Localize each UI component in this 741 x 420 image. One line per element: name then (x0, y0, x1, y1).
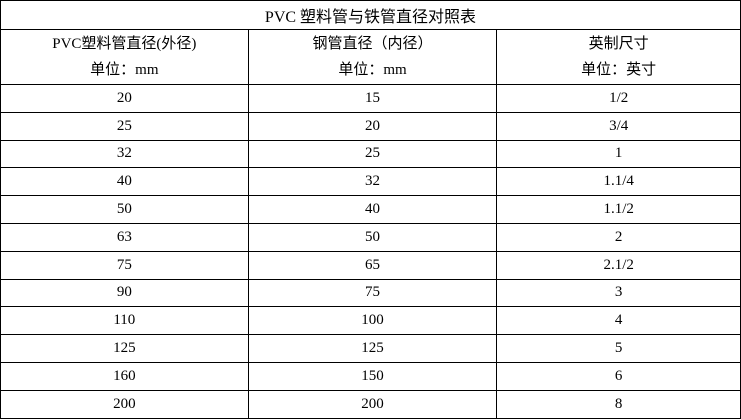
table-cell: 1.1/2 (496, 195, 741, 224)
table-cell: 6 (496, 361, 741, 391)
header-name: PVC塑料管直径(外径) (52, 36, 197, 52)
table-row: 20 15 1/2 (0, 84, 741, 113)
table-row: 40 32 1.1/4 (0, 167, 741, 197)
table-cell: 1/2 (496, 84, 741, 113)
header-name: 英制尺寸 (588, 36, 649, 52)
table-cell: 40 (247, 195, 498, 224)
table-cell: 25 (247, 139, 498, 169)
table-cell: 1.1/4 (496, 167, 741, 197)
table-cell: 2 (496, 222, 741, 252)
table-cell: 125 (247, 334, 498, 363)
table-row: 50 40 1.1/2 (0, 195, 741, 224)
table-cell: 40 (0, 167, 249, 197)
table-cell: 63 (0, 222, 249, 252)
table-cell: 3 (496, 278, 741, 308)
table-cell: 5 (496, 334, 741, 363)
header-steel: 钢管直径（内径） 单位：mm (247, 29, 498, 85)
table-row: 63 50 2 (0, 222, 741, 252)
table-cell: 20 (247, 111, 498, 141)
table-cell: 50 (247, 222, 498, 252)
table-cell: 150 (247, 361, 498, 391)
table-cell: 200 (247, 389, 498, 419)
table-cell: 65 (247, 250, 498, 280)
table-cell: 75 (247, 278, 498, 308)
header-row: PVC塑料管直径(外径) 单位：mm 钢管直径（内径） 单位：mm 英制尺寸单位：英… (0, 29, 741, 85)
table-cell: 3/4 (496, 111, 741, 141)
table-row: 125 125 5 (0, 334, 741, 363)
table-row: 160 150 6 (0, 361, 741, 391)
table-cell: 32 (0, 139, 249, 169)
table-row: 110 100 4 (0, 306, 741, 336)
table-cell: 200 (0, 389, 249, 419)
header-unit: 单位：mm (90, 62, 159, 78)
table-title: PVC 塑料管与铁管直径对照表 (0, 0, 741, 30)
table-cell: 75 (0, 250, 249, 280)
table-row: 25 20 3/4 (0, 111, 741, 141)
header-name: 钢管直径（内径） (312, 36, 433, 52)
table-cell: 4 (496, 306, 741, 336)
table-row: 75 65 2.1/2 (0, 250, 741, 280)
table-row: 200 200 8 (0, 389, 741, 419)
header-inch: 英制尺寸单位：英寸 (496, 29, 741, 85)
header-unit: 单位：mm (338, 62, 407, 78)
table-cell: 25 (0, 111, 249, 141)
table-cell: 15 (247, 84, 498, 113)
table-row: 32 25 1 (0, 139, 741, 169)
table-cell: 110 (0, 306, 249, 336)
table-cell: 1 (496, 139, 741, 169)
table-cell: 100 (247, 306, 498, 336)
table-cell: 20 (0, 84, 249, 113)
table-cell: 2.1/2 (496, 250, 741, 280)
table-cell: 90 (0, 278, 249, 308)
header-pvc: PVC塑料管直径(外径) 单位：mm (0, 29, 249, 85)
table-cell: 8 (496, 389, 741, 419)
table-cell: 50 (0, 195, 249, 224)
header-unit: 单位：英寸 (581, 62, 657, 78)
table-row: 90 75 3 (0, 278, 741, 308)
table-cell: 160 (0, 361, 249, 391)
table-cell: 32 (247, 167, 498, 197)
table-cell: 125 (0, 334, 249, 363)
